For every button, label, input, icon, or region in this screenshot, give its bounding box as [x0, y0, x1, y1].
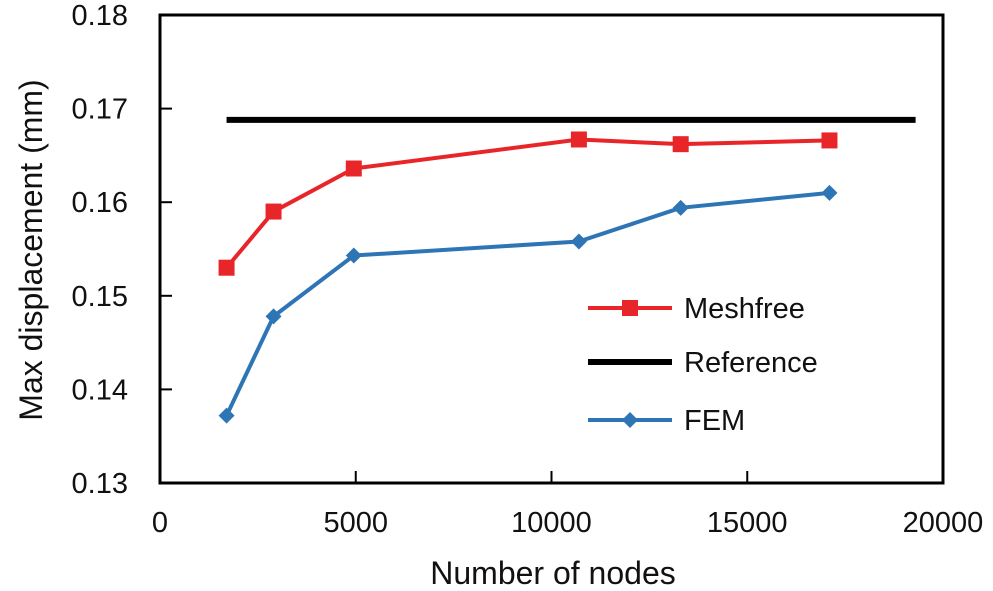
- series-layer: [218, 116, 916, 424]
- fem-point: [265, 308, 282, 325]
- meshfree-line: [225, 137, 830, 270]
- x-tick-label: 20000: [903, 507, 984, 539]
- x-tick-label: 15000: [707, 507, 788, 539]
- legend-marker-fem: [622, 412, 638, 428]
- meshfree-point: [570, 131, 587, 148]
- fem-point: [570, 233, 587, 250]
- meshfree-point: [265, 203, 282, 220]
- fem-point: [821, 184, 838, 201]
- x-tick-label: 5000: [323, 507, 388, 539]
- legend-label-reference: Reference: [684, 347, 818, 379]
- legend-marker-meshfree: [622, 300, 638, 316]
- x-tick-label: 0: [152, 507, 168, 539]
- y-tick-label: 0.13: [72, 468, 128, 500]
- fem-point: [218, 407, 235, 424]
- x-axis-title: Number of nodes: [430, 555, 675, 591]
- y-axis-title: Max displacement (mm): [13, 79, 49, 420]
- y-tick-label: 0.17: [72, 94, 128, 126]
- y-tick-label: 0.18: [72, 0, 128, 32]
- y-tick-labels: 0.13 0.14 0.15 0.16 0.17 0.18: [72, 0, 172, 500]
- y-tick-label: 0.16: [72, 187, 128, 219]
- legend: Meshfree Reference FEM: [588, 293, 818, 437]
- meshfree-point: [821, 132, 838, 149]
- plot-frame: [158, 13, 945, 485]
- y-tick-label: 0.15: [72, 281, 128, 313]
- legend-label-fem: FEM: [684, 405, 745, 437]
- series-meshfree: [218, 131, 838, 276]
- fem-point: [345, 247, 362, 264]
- meshfree-point: [672, 136, 689, 153]
- y-tick-label: 0.14: [72, 374, 128, 406]
- x-tick-labels: 0 5000 10000 15000 20000: [152, 471, 983, 539]
- x-tick-label: 10000: [511, 507, 592, 539]
- series-fem: [218, 184, 838, 424]
- meshfree-point: [345, 160, 362, 177]
- meshfree-point: [218, 259, 235, 276]
- legend-label-meshfree: Meshfree: [684, 293, 805, 325]
- fem-point: [672, 199, 689, 216]
- fem-line: [224, 190, 830, 417]
